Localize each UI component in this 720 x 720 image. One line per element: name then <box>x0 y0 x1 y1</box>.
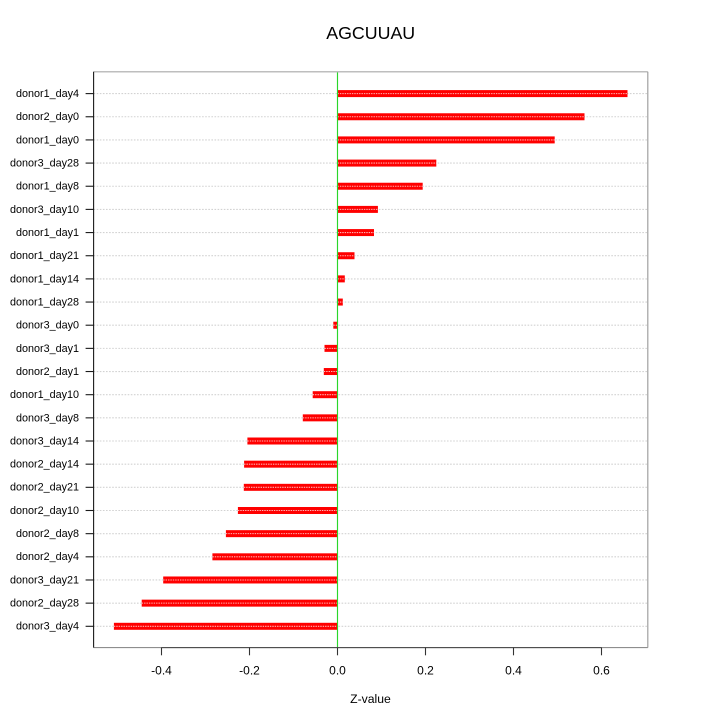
svg-text:donor3_day8: donor3_day8 <box>16 412 79 424</box>
svg-text:0.6: 0.6 <box>593 663 610 677</box>
svg-text:0.2: 0.2 <box>417 663 434 677</box>
svg-text:-0.4: -0.4 <box>151 663 172 677</box>
svg-text:donor2_day28: donor2_day28 <box>10 598 79 610</box>
svg-text:donor1_day0: donor1_day0 <box>16 134 79 146</box>
svg-text:donor1_day4: donor1_day4 <box>16 88 79 100</box>
svg-text:donor3_day0: donor3_day0 <box>16 320 79 332</box>
svg-text:donor1_day10: donor1_day10 <box>10 389 79 401</box>
svg-text:donor3_day10: donor3_day10 <box>10 204 79 216</box>
svg-text:donor2_day4: donor2_day4 <box>16 551 79 563</box>
svg-text:donor1_day14: donor1_day14 <box>10 273 79 285</box>
svg-text:-0.2: -0.2 <box>239 663 260 677</box>
svg-text:donor3_day28: donor3_day28 <box>10 157 79 169</box>
svg-text:Z-value: Z-value <box>350 692 391 706</box>
svg-text:donor3_day1: donor3_day1 <box>16 343 79 355</box>
svg-text:AGCUUAU: AGCUUAU <box>326 23 415 43</box>
svg-text:donor2_day10: donor2_day10 <box>10 505 79 517</box>
svg-text:donor2_day8: donor2_day8 <box>16 528 79 540</box>
svg-text:0.4: 0.4 <box>505 663 522 677</box>
svg-text:donor3_day14: donor3_day14 <box>10 435 79 447</box>
svg-text:donor2_day1: donor2_day1 <box>16 366 79 378</box>
svg-text:0.0: 0.0 <box>329 663 346 677</box>
svg-text:donor2_day14: donor2_day14 <box>10 459 79 471</box>
svg-text:donor3_day4: donor3_day4 <box>16 621 79 633</box>
svg-text:donor1_day1: donor1_day1 <box>16 227 79 239</box>
svg-text:donor1_day21: donor1_day21 <box>10 250 79 262</box>
svg-text:donor1_day8: donor1_day8 <box>16 181 79 193</box>
svg-text:donor2_day0: donor2_day0 <box>16 111 79 123</box>
svg-text:donor3_day21: donor3_day21 <box>10 574 79 586</box>
svg-text:donor2_day21: donor2_day21 <box>10 482 79 494</box>
svg-text:donor1_day28: donor1_day28 <box>10 296 79 308</box>
